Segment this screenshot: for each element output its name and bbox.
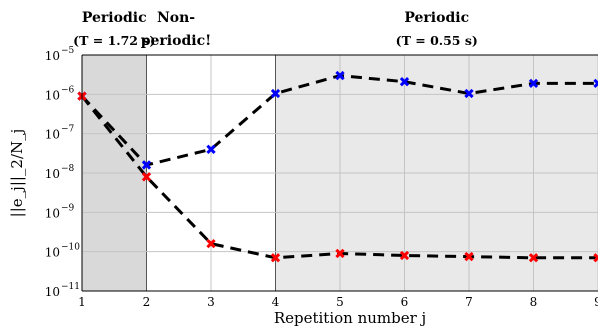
- axes: [81, 54, 598, 292]
- data-point: [593, 78, 598, 89]
- x-tick-label: 8: [530, 295, 538, 309]
- y-tick-exponent: −5: [61, 46, 75, 56]
- y-tick-label: 10: [45, 167, 60, 181]
- y-tick-label: 10: [45, 246, 60, 260]
- data-point: [399, 76, 410, 87]
- y-tick-label: 10: [45, 128, 60, 142]
- x-tick-label: 7: [465, 295, 473, 309]
- chart-text: 12345678910−1110−1010−910−810−710−610−5R…: [8, 10, 598, 327]
- x-tick-label: 4: [272, 295, 280, 309]
- x-tick-label: 2: [143, 295, 151, 309]
- y-tick-exponent: −11: [61, 282, 80, 292]
- data-point: [141, 160, 152, 170]
- x-tick-label: 3: [207, 295, 215, 309]
- y-tick-exponent: −10: [61, 243, 80, 253]
- data-point: [206, 238, 216, 249]
- y-tick-label: 10: [45, 49, 60, 63]
- y-tick-exponent: −6: [61, 85, 75, 95]
- y-tick-exponent: −7: [61, 125, 75, 135]
- x-tick-label: 6: [401, 295, 409, 309]
- y-tick-exponent: −8: [61, 164, 75, 174]
- y-tick-label: 10: [45, 88, 60, 102]
- x-axis-label: Repetition number j: [274, 309, 426, 327]
- y-tick-label: 10: [45, 285, 60, 299]
- data-point: [464, 251, 474, 262]
- data-point: [206, 144, 216, 154]
- data-point: [335, 70, 345, 81]
- y-axis-label: ||e_j||_2/N_j: [8, 129, 26, 218]
- data-point: [593, 253, 598, 263]
- region-subtitle-2: periodic!: [141, 33, 212, 49]
- region-title-2: Non-: [157, 10, 195, 26]
- x-tick-label: 1: [78, 295, 86, 309]
- region-subtitle-1: (T = 1.72 s): [73, 33, 155, 48]
- x-tick-label: 9: [594, 295, 598, 309]
- data-point: [399, 250, 410, 261]
- data-point: [141, 172, 152, 182]
- data-point: [528, 78, 539, 89]
- data-point: [270, 88, 281, 99]
- x-tick-label: 5: [336, 295, 344, 309]
- region-title-3: Periodic: [404, 10, 469, 26]
- data-point: [528, 253, 539, 263]
- y-tick-exponent: −9: [61, 203, 75, 213]
- y-tick-label: 10: [45, 206, 60, 220]
- region-subtitle-3: (T = 0.55 s): [396, 33, 478, 48]
- data-point: [335, 248, 345, 259]
- data-point: [270, 253, 281, 263]
- data-point: [464, 88, 474, 99]
- region-title-1: Periodic: [82, 10, 147, 26]
